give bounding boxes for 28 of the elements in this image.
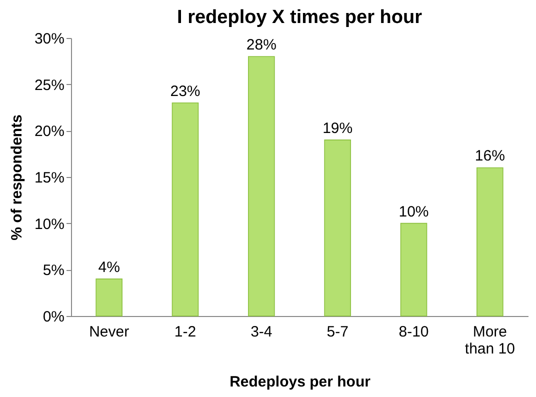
x-tick-label: 1-2 [174, 324, 196, 340]
x-tick-label: More than 10 [464, 324, 515, 358]
bar [476, 167, 504, 316]
bar [324, 140, 351, 316]
data-label: 23% [170, 82, 200, 100]
x-tick-label: Never [89, 324, 130, 340]
bar [172, 102, 199, 316]
y-tick-label: 30% [34, 30, 64, 48]
y-tick-label: 5% [42, 262, 64, 280]
y-tick-label: 20% [34, 123, 64, 140]
y-tick-label: 25% [34, 76, 64, 94]
data-label: 4% [98, 258, 120, 276]
bar [96, 278, 122, 316]
y-tick-label: 15% [34, 170, 64, 186]
x-tick-label: 5-7 [326, 324, 348, 340]
bar [400, 222, 428, 316]
data-label: 16% [474, 148, 505, 165]
y-tick-label: 10% [34, 216, 64, 233]
x-tick-label: 3-4 [250, 324, 272, 340]
data-label: 10% [398, 203, 429, 220]
data-label: 28% [246, 36, 276, 54]
y-tick-label: 0% [42, 308, 64, 326]
x-tick-label: 8-10 [398, 324, 429, 340]
chart-title: I redeploy X times per hour [177, 7, 423, 28]
y-axis-title: % of respondents [8, 114, 26, 240]
data-label: 19% [322, 120, 353, 137]
x-axis-title: Redeploys per hour [230, 374, 371, 390]
bar [248, 56, 275, 316]
